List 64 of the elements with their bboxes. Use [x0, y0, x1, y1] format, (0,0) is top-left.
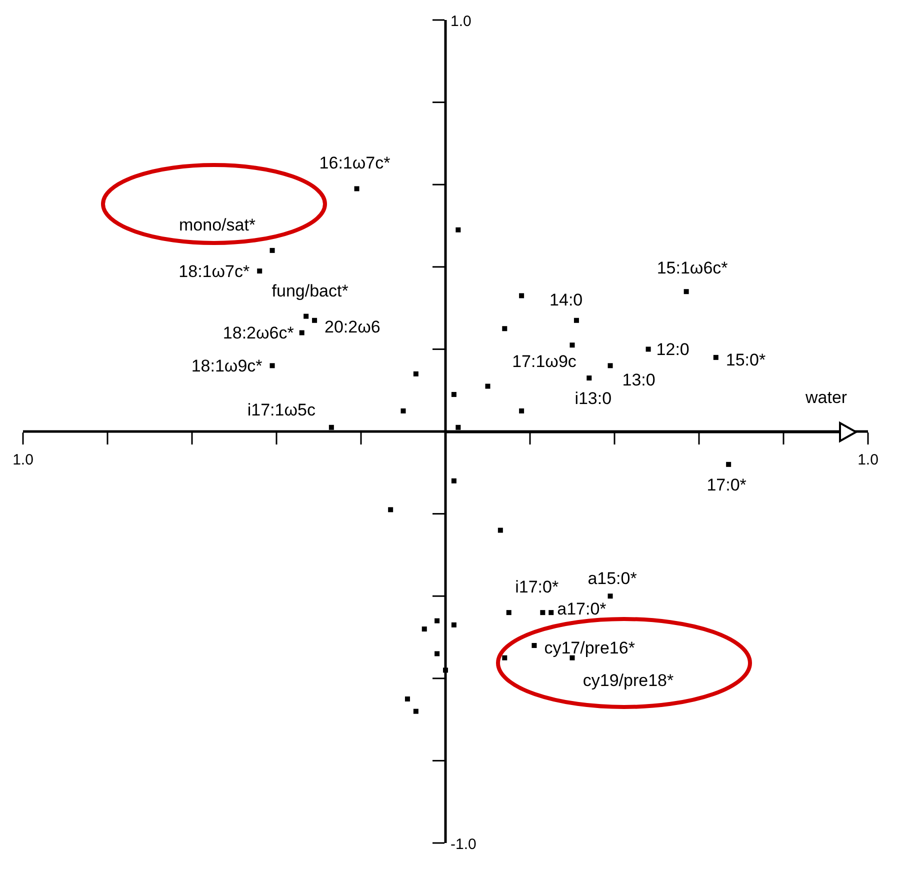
point — [608, 363, 613, 368]
point — [485, 384, 490, 389]
point — [270, 248, 275, 253]
point — [646, 346, 651, 352]
point — [608, 594, 613, 599]
point — [328, 424, 334, 430]
point — [434, 651, 440, 656]
point — [451, 622, 456, 628]
point — [506, 610, 512, 616]
point — [388, 507, 394, 512]
point — [498, 528, 503, 533]
point — [574, 318, 579, 323]
point — [434, 618, 440, 624]
annotation: a17:0* — [557, 600, 607, 619]
annotation: 14:0 — [550, 290, 583, 310]
annotation: 20:2ω6 — [324, 317, 380, 336]
point — [532, 642, 537, 648]
point — [548, 610, 554, 616]
point — [456, 424, 461, 430]
annotation: 13:0 — [622, 370, 656, 390]
annotation: 18:1ω9c* — [191, 356, 263, 376]
point — [456, 227, 461, 232]
annotation: 17:1ω9c — [512, 352, 577, 372]
annotation: 12:0 — [656, 340, 690, 360]
annotation: 16:1ω7c* — [319, 154, 391, 173]
annotation: i17:0* — [515, 578, 559, 597]
point — [586, 376, 592, 381]
point — [304, 314, 309, 319]
annotation: i13:0 — [574, 389, 612, 408]
point — [451, 478, 456, 484]
point — [400, 408, 406, 414]
point — [502, 655, 508, 660]
annotation: cy17/pre16* — [544, 638, 636, 658]
annotation: cy19/pre18* — [582, 670, 674, 690]
point — [354, 186, 360, 192]
point — [570, 342, 575, 348]
point — [519, 293, 524, 298]
point — [404, 696, 410, 702]
point — [299, 330, 304, 336]
annotation: 18:2ω6c* — [222, 324, 294, 343]
annotation: a15:0* — [588, 569, 638, 588]
point — [502, 326, 508, 332]
point — [413, 708, 418, 714]
point — [312, 318, 318, 323]
point — [540, 610, 546, 616]
point — [519, 408, 524, 414]
annotation: i17:1ω5c — [247, 400, 316, 420]
annotation: fung/bact* — [272, 281, 349, 300]
annotation: 17:0* — [706, 475, 747, 494]
point — [726, 462, 732, 467]
point — [443, 668, 448, 673]
annotation: mono/sat* — [179, 215, 256, 234]
point — [270, 363, 275, 368]
point — [257, 268, 262, 274]
point — [413, 371, 418, 376]
y-tick-label: -1.0 — [450, 836, 476, 853]
annotation: 15:1ω6c* — [656, 258, 728, 278]
annotation: 15:0* — [726, 350, 766, 370]
point — [684, 289, 689, 294]
point — [713, 354, 718, 360]
point — [451, 392, 456, 397]
annotation: 18:1ω7c* — [178, 262, 250, 282]
point — [422, 626, 427, 632]
annotation: water — [806, 388, 848, 408]
